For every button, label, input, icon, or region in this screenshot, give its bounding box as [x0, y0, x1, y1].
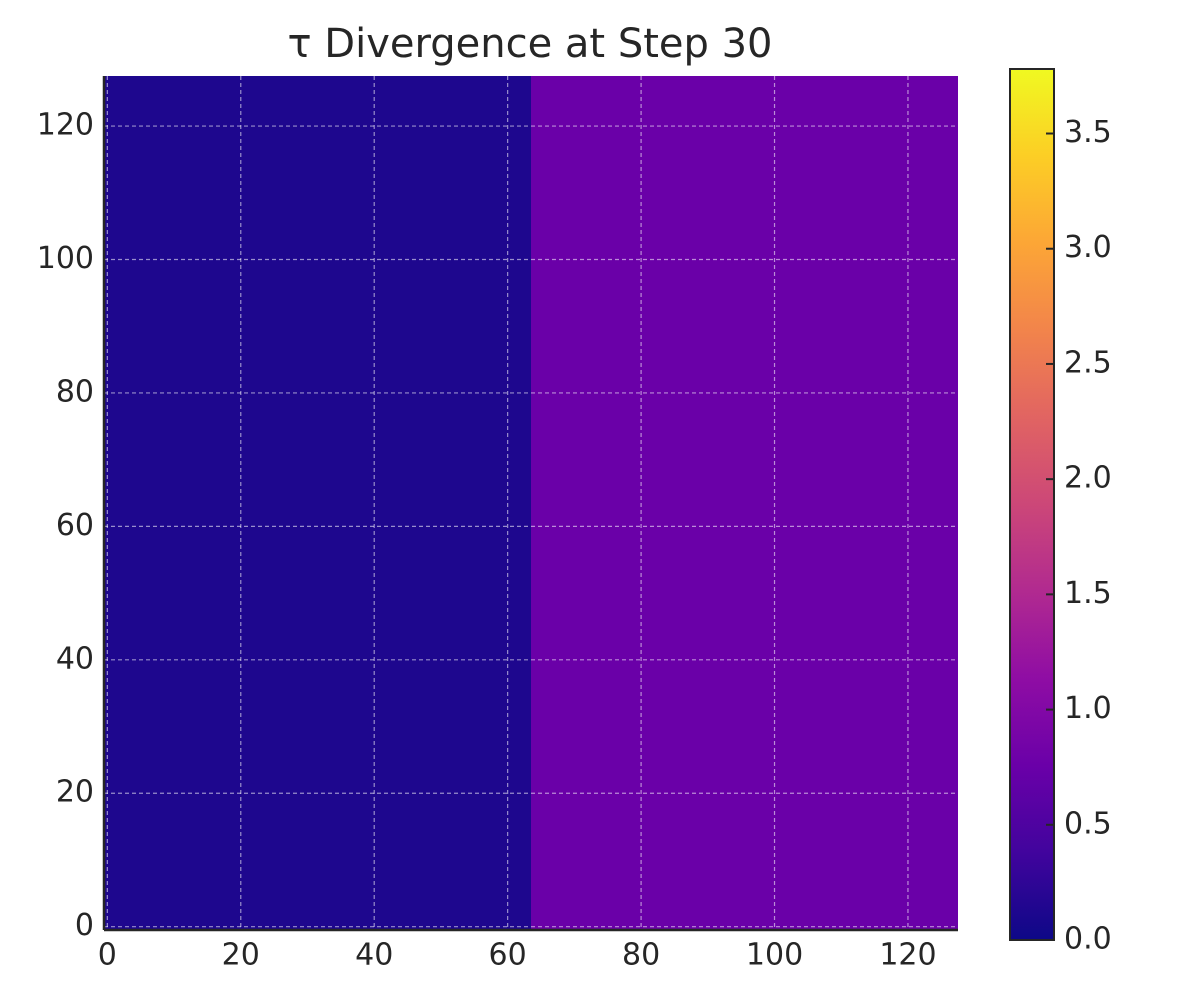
colorbar-tick-label: 2.0 [1064, 461, 1112, 496]
heatmap-cell [531, 76, 958, 930]
x-tick-label: 20 [222, 938, 260, 973]
colorbar-tick-label: 0.0 [1064, 922, 1112, 957]
y-tick-label: 80 [56, 374, 94, 409]
y-tick-label: 100 [37, 241, 94, 276]
y-tick-label: 20 [56, 775, 94, 810]
colorbar-tick-label: 1.0 [1064, 691, 1112, 726]
colorbar-tick-label: 0.5 [1064, 806, 1112, 841]
colorbar [1009, 68, 1055, 941]
x-tick-label: 0 [98, 938, 117, 973]
y-tick-label: 0 [75, 908, 94, 943]
colorbar-tick-label: 2.5 [1064, 345, 1112, 380]
colorbar-tick-label: 3.0 [1064, 230, 1112, 265]
x-tick-label: 40 [355, 938, 393, 973]
heatmap-cell [104, 76, 531, 930]
x-tick-label: 80 [622, 938, 660, 973]
y-tick-label: 120 [37, 108, 94, 143]
colorbar-tick-label: 1.5 [1064, 576, 1112, 611]
colorbar-tick-label: 3.5 [1064, 115, 1112, 150]
x-tick-label: 100 [746, 938, 803, 973]
x-tick-label: 120 [879, 938, 936, 973]
x-tick-label: 60 [489, 938, 527, 973]
y-tick-label: 60 [56, 508, 94, 543]
chart-title: τ Divergence at Step 30 [288, 21, 773, 67]
y-tick-label: 40 [56, 641, 94, 676]
